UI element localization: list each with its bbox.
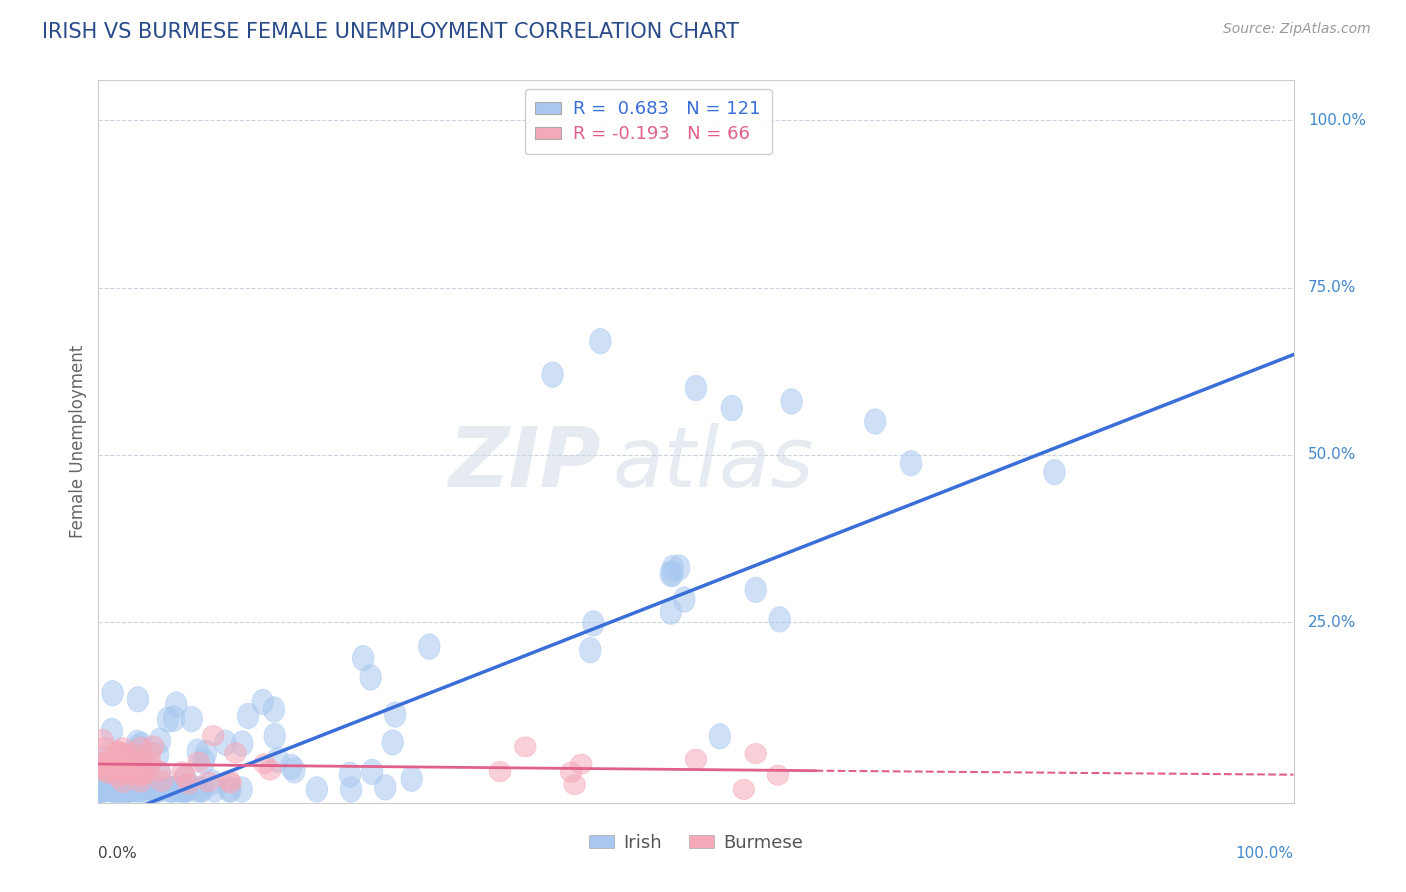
Text: 75.0%: 75.0%: [1308, 280, 1357, 295]
Text: Source: ZipAtlas.com: Source: ZipAtlas.com: [1223, 22, 1371, 37]
Text: 0.0%: 0.0%: [98, 847, 138, 861]
Text: 25.0%: 25.0%: [1308, 615, 1357, 630]
Text: atlas: atlas: [613, 423, 814, 504]
Text: ZIP: ZIP: [447, 423, 600, 504]
Text: IRISH VS BURMESE FEMALE UNEMPLOYMENT CORRELATION CHART: IRISH VS BURMESE FEMALE UNEMPLOYMENT COR…: [42, 22, 740, 42]
Text: 100.0%: 100.0%: [1236, 847, 1294, 861]
Text: 50.0%: 50.0%: [1308, 448, 1357, 462]
Y-axis label: Female Unemployment: Female Unemployment: [69, 345, 87, 538]
Legend: Irish, Burmese: Irish, Burmese: [582, 826, 810, 859]
Text: 100.0%: 100.0%: [1308, 113, 1365, 128]
